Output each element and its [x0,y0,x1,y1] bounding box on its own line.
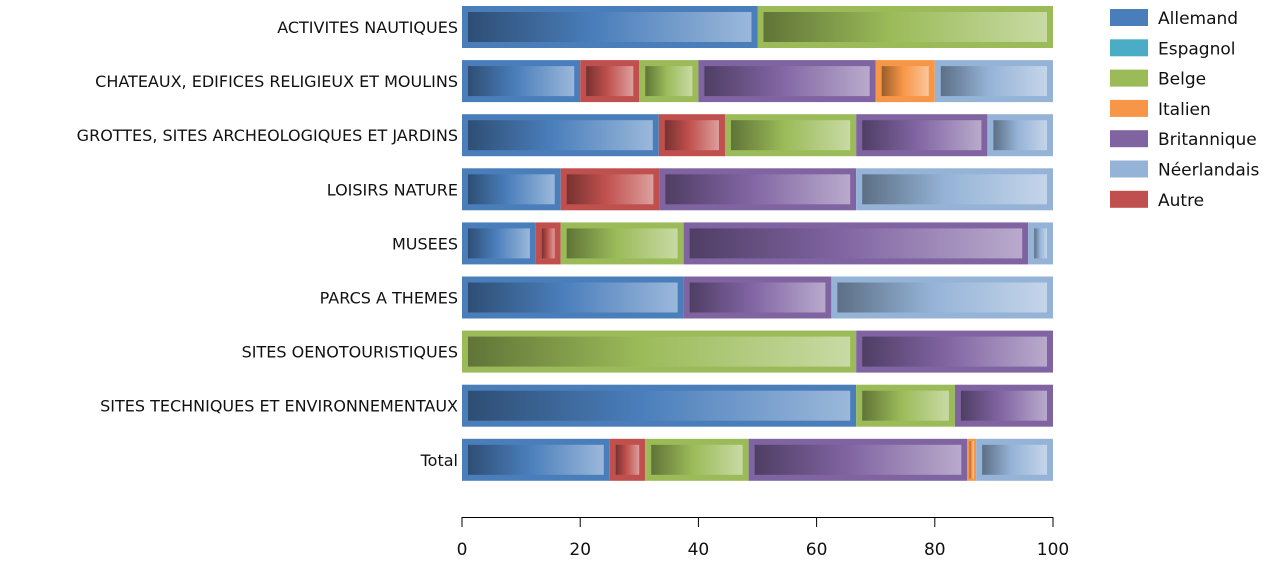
bar-segment-britannique [954,384,1053,427]
category-label: CHATEAUX, EDIFICES RELIGIEUX ET MOULINS [95,72,458,91]
bar-segment-allemand [462,438,610,481]
bar-segment-britannique [698,60,876,103]
bar-segment-belge [560,222,684,265]
legend-item-espagnol: Espagnol [1110,39,1236,59]
legend-label: Allemand [1158,9,1238,29]
bar-segment-neerlandais [831,276,1053,319]
legend: Allemand Espagnol Belge Italien Britannique N… [1110,9,1259,211]
bar-segment-britannique [856,114,988,157]
bar-segment-neerlandais [976,438,1053,481]
bar-segment-allemand [462,114,659,157]
legend-label: Italien [1158,100,1211,120]
bar-segment-belge [645,438,749,481]
category-label: SITES OENOTOURISTIQUES [242,343,458,362]
x-tick-label: 40 [688,540,710,560]
legend-swatch [1110,9,1148,26]
legend-item-neerlandais: Néerlandais [1110,160,1259,181]
bar-segment-belge [757,6,1053,48]
bar-segment-allemand [462,168,561,211]
legend-item-autre: Autre [1110,190,1204,211]
bar-segment-autre [580,60,640,103]
bar-segment-allemand [462,6,758,48]
legend-item-britannique: Britannique [1110,130,1257,150]
bar-segment-britannique [683,276,832,319]
bar-segment-belge [724,114,857,157]
bar-segment-britannique [748,438,968,481]
category-label: LOISIRS NATURE [327,180,458,199]
legend-swatch [1110,190,1148,208]
category-label: PARCS A THEMES [320,289,458,308]
bar-segment-neerlandais [987,114,1053,157]
bar-segment-belge [639,60,699,103]
bar-segment-italien [967,438,977,481]
category-label: MUSEES [392,234,458,253]
legend-swatch [1110,69,1148,87]
category-labels: ACTIVITES NAUTIQUES CHATEAUX, EDIFICES RE… [77,18,458,470]
bar-segment-autre [609,438,646,481]
bars-group [462,6,1053,481]
legend-item-italien: Italien [1110,99,1211,120]
bar-segment-allemand [462,276,684,319]
x-tick-label: 0 [457,540,468,560]
legend-label: Autre [1158,191,1204,211]
bar-segment-allemand [462,60,581,103]
category-label: Total [420,451,458,470]
x-tick-label: 20 [569,540,591,560]
legend-label: Néerlandais [1158,161,1259,181]
legend-swatch [1110,130,1148,148]
legend-label: Belge [1158,70,1206,90]
bar-segment-allemand [462,222,536,265]
bar-segment-britannique [683,222,1029,265]
x-tick-label: 60 [806,540,828,560]
legend-label: Espagnol [1158,39,1236,59]
bar-segment-belge [462,330,857,373]
legend-item-allemand: Allemand [1110,9,1238,29]
category-label: ACTIVITES NAUTIQUES [277,18,458,37]
legend-swatch [1110,39,1148,57]
bar-segment-autre [560,168,660,211]
bar-segment-britannique [659,168,857,211]
bar-segment-britannique [856,330,1053,373]
x-tick-label: 80 [924,540,946,560]
bar-segment-autre [535,222,561,265]
bar-segment-italien [875,60,935,103]
category-label: SITES TECHNIQUES ET ENVIRONNEMENTAUX [100,397,458,416]
bar-segment-neerlandais [934,60,1053,103]
bar-segment-neerlandais [856,168,1053,211]
x-axis: 0 20 40 60 80 100 [457,517,1069,560]
legend-swatch [1110,99,1148,117]
bar-segment-belge [856,384,955,427]
x-tick-label: 100 [1037,540,1069,560]
legend-label: Britannique [1158,130,1257,150]
category-label: GROTTES, SITES ARCHEOLOGIQUES ET JARDINS [77,126,458,145]
legend-swatch [1110,160,1148,178]
legend-item-belge: Belge [1110,69,1206,90]
bar-segment-allemand [462,384,857,427]
bar-segment-neerlandais [1028,222,1053,265]
bar-segment-autre [658,114,725,157]
